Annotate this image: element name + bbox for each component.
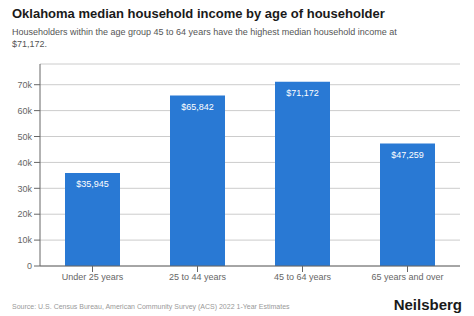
svg-text:70k: 70k	[17, 80, 32, 90]
svg-text:10k: 10k	[17, 235, 32, 245]
html-text:Householders within the age gr: Householders within the age group 45 to …	[12, 27, 397, 37]
svg-text:30k: 30k	[17, 184, 32, 194]
html-text:Neilsberg: Neilsberg	[393, 296, 462, 313]
svg-text:$47,259: $47,259	[391, 150, 424, 160]
svg-text:45 to 64 years: 45 to 64 years	[274, 272, 332, 282]
html-text:Source: U.S. Census Bureau, Am: Source: U.S. Census Bureau, American Com…	[12, 303, 290, 310]
html-text:$71,172.: $71,172.	[12, 39, 47, 49]
svg-text:65 years and over: 65 years and over	[371, 272, 443, 282]
svg-text:Under 25 years: Under 25 years	[62, 272, 124, 282]
svg-text:25 to 44 years: 25 to 44 years	[169, 272, 227, 282]
svg-text:60k: 60k	[17, 106, 32, 116]
svg-text:$71,172: $71,172	[286, 88, 319, 98]
svg-text:0: 0	[27, 261, 32, 271]
svg-text:$35,945: $35,945	[76, 179, 109, 189]
svg-text:$65,842: $65,842	[181, 102, 214, 112]
html-text:Oklahoma median household inco: Oklahoma median household income by age …	[12, 6, 385, 21]
svg-text:50k: 50k	[17, 132, 32, 142]
svg-text:40k: 40k	[17, 158, 32, 168]
svg-text:20k: 20k	[17, 209, 32, 219]
